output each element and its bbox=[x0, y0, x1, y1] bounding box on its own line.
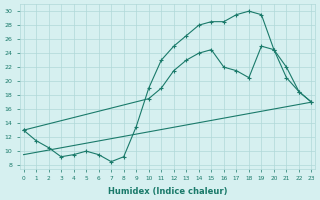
X-axis label: Humidex (Indice chaleur): Humidex (Indice chaleur) bbox=[108, 187, 227, 196]
